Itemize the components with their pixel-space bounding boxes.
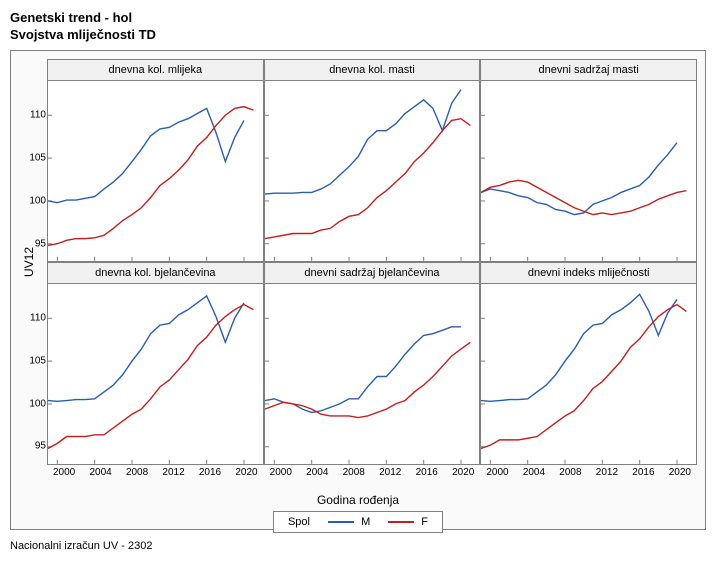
title-block: Genetski trend - hol Svojstva mliječnost… [10, 10, 708, 44]
legend-swatch-f [388, 521, 414, 523]
series-f [481, 180, 686, 214]
panel-title: dnevna kol. mlijeka [48, 60, 263, 81]
legend-swatch-m [328, 521, 354, 523]
panel-5: dnevni indeks mliječnosti [480, 262, 697, 465]
title-1: Genetski trend - hol [10, 10, 708, 27]
x-tick-labels: 200020042008201220162020 [480, 465, 697, 491]
x-tick-labels: 200020042008201220162020 [264, 465, 481, 491]
panel-title: dnevni indeks mliječnosti [481, 263, 696, 284]
panel-title: dnevna kol. masti [265, 60, 480, 81]
panel-3: dnevna kol. bjelančevina95100105110 [47, 262, 264, 465]
panel-4: dnevni sadržaj bjelančevina [264, 262, 481, 465]
legend-title: Spol [288, 516, 310, 528]
panel-body [481, 81, 696, 261]
series-f [48, 304, 253, 448]
panel-title: dnevni sadržaj bjelančevina [265, 263, 480, 284]
y-tick-labels: 95100105110 [20, 284, 46, 464]
y-tick-labels: 95100105110 [20, 81, 46, 261]
title-2: Svojstva mliječnosti TD [10, 27, 708, 44]
series-f [265, 342, 470, 417]
series-m [481, 142, 677, 214]
panel-title: dnevni sadržaj masti [481, 60, 696, 81]
legend-item-f: F [384, 516, 428, 528]
series-m [265, 327, 461, 413]
x-tick-labels: 200020042008201220162020 [47, 465, 264, 491]
panel-body: 95100105110 [48, 81, 263, 261]
series-f [48, 106, 253, 245]
legend: Spol M F [273, 511, 443, 533]
panel-body [265, 284, 480, 464]
panel-grid: UV12 dnevna kol. mlijeka95100105110dnevn… [11, 59, 697, 491]
panel-title: dnevna kol. bjelančevina [48, 263, 263, 284]
series-f [481, 304, 686, 448]
series-f [265, 119, 470, 239]
panel-2: dnevni sadržaj masti [480, 59, 697, 262]
panel-0: dnevna kol. mlijeka95100105110 [47, 59, 264, 262]
footer-text: Nacionalni izračun UV - 2302 [10, 540, 708, 552]
bottom-area: Godina rođenja Spol M F [11, 491, 705, 539]
legend-item-m: M [324, 516, 370, 528]
x-axis-row: 2000200420082012201620202000200420082012… [47, 465, 697, 491]
chart-area: UV12 dnevna kol. mlijeka95100105110dnevn… [10, 50, 706, 530]
panel-1: dnevna kol. masti [264, 59, 481, 262]
series-m [48, 108, 244, 202]
series-m [265, 89, 461, 193]
panel-body [481, 284, 696, 464]
panel-body: 95100105110 [48, 284, 263, 464]
series-m [48, 296, 244, 401]
series-m [481, 294, 677, 401]
x-axis-label: Godina rođenja [11, 493, 705, 507]
panel-body [265, 81, 480, 261]
